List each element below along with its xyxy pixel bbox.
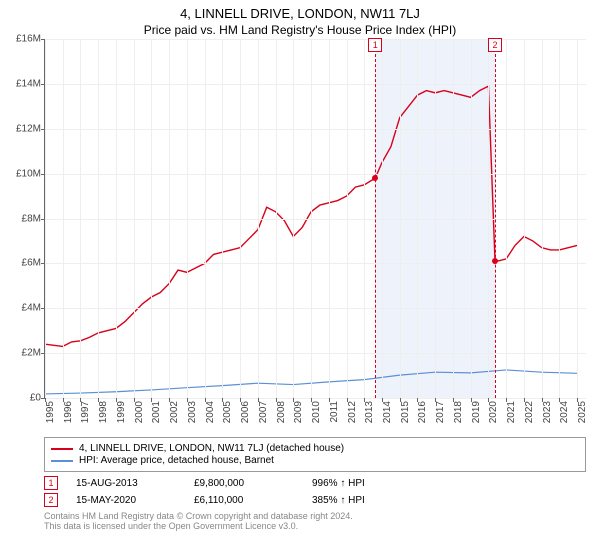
chart-container: 4, LINNELL DRIVE, LONDON, NW11 7LJ Price… [0,0,600,560]
title-block: 4, LINNELL DRIVE, LONDON, NW11 7LJ Price… [0,0,600,39]
y-axis-tick-label: £8M [22,213,41,224]
sales-table: 1 15-AUG-2013 £9,800,000 996% ↑ HPI 2 15-MAY-… [44,476,586,507]
x-axis-tick-label: 2022 [524,401,535,423]
legend-item: HPI: Average price, detached house, Barn… [51,455,579,466]
legend-swatch [51,460,73,462]
sale-point-dot [372,175,378,181]
y-axis-tick-label: £6M [22,258,41,269]
sale-date: 15-AUG-2013 [76,478,176,489]
x-axis-tick-label: 2007 [258,401,269,423]
x-axis-tick-label: 2010 [311,401,322,423]
x-axis-tick-label: 2011 [329,401,340,423]
sale-row-marker: 1 [44,476,58,490]
legend-item: 4, LINNELL DRIVE, LONDON, NW11 7LJ (deta… [51,443,579,454]
x-axis-tick-label: 2013 [364,401,375,423]
x-axis-tick-label: 2001 [151,401,162,423]
sale-price: £6,110,000 [194,495,294,506]
x-axis-tick-label: 2002 [169,401,180,423]
x-axis-tick-label: 2020 [488,401,499,423]
sale-pct: 996% ↑ HPI [312,478,365,489]
footer-line-2: This data is licensed under the Open Gov… [44,521,586,531]
x-axis-tick-label: 1995 [45,401,56,423]
sale-marker: 1 [368,38,382,52]
y-axis-tick-label: £10M [16,168,41,179]
sale-row: 2 15-MAY-2020 £6,110,000 385% ↑ HPI [44,493,586,507]
sale-pct: 385% ↑ HPI [312,495,365,506]
y-axis-tick-label: £0 [30,393,41,404]
x-axis-tick-label: 2024 [559,401,570,423]
x-axis-tick-label: 2012 [347,401,358,423]
x-axis-tick-label: 2025 [577,401,588,423]
x-axis-tick-label: 1996 [63,401,74,423]
x-axis-tick-label: 2004 [205,401,216,423]
x-axis-tick-label: 1998 [98,401,109,423]
x-axis-tick-label: 2019 [471,401,482,423]
sale-row: 1 15-AUG-2013 £9,800,000 996% ↑ HPI [44,476,586,490]
x-axis-tick-label: 2017 [435,401,446,423]
x-axis-tick-label: 2018 [453,401,464,423]
x-axis-tick-label: 2016 [417,401,428,423]
sale-point-dot [492,258,498,264]
x-axis-tick-label: 2003 [187,401,198,423]
x-axis-tick-label: 2023 [542,401,553,423]
x-axis-tick-label: 2015 [400,401,411,423]
footer-attribution: Contains HM Land Registry data © Crown c… [44,511,586,531]
sale-marker: 2 [488,38,502,52]
x-axis-tick-label: 2000 [134,401,145,423]
x-axis-tick-label: 1999 [116,401,127,423]
chart-plot-area: £0£2M£4M£6M£8M£10M£12M£14M£16M1995199619… [44,39,586,399]
x-axis-tick-label: 2008 [276,401,287,423]
footer-line-1: Contains HM Land Registry data © Crown c… [44,511,586,521]
y-axis-tick-label: £2M [22,348,41,359]
y-axis-tick-label: £4M [22,303,41,314]
legend-swatch [51,448,73,450]
x-axis-tick-label: 2006 [240,401,251,423]
chart-subtitle: Price paid vs. HM Land Registry's House … [0,23,600,37]
y-axis-tick-label: £12M [16,123,41,134]
sale-price: £9,800,000 [194,478,294,489]
sale-row-marker: 2 [44,493,58,507]
y-axis-tick-label: £16M [16,34,41,45]
legend-label: HPI: Average price, detached house, Barn… [79,455,274,466]
chart-title: 4, LINNELL DRIVE, LONDON, NW11 7LJ [0,6,600,21]
x-axis-tick-label: 1997 [80,401,91,423]
y-axis-tick-label: £14M [16,78,41,89]
legend-label: 4, LINNELL DRIVE, LONDON, NW11 7LJ (deta… [79,443,344,454]
x-axis-tick-label: 2005 [222,401,233,423]
x-axis-tick-label: 2009 [293,401,304,423]
x-axis-tick-label: 2021 [506,401,517,423]
x-axis-tick-label: 2014 [382,401,393,423]
legend-box: 4, LINNELL DRIVE, LONDON, NW11 7LJ (deta… [44,437,586,472]
sale-date: 15-MAY-2020 [76,495,176,506]
